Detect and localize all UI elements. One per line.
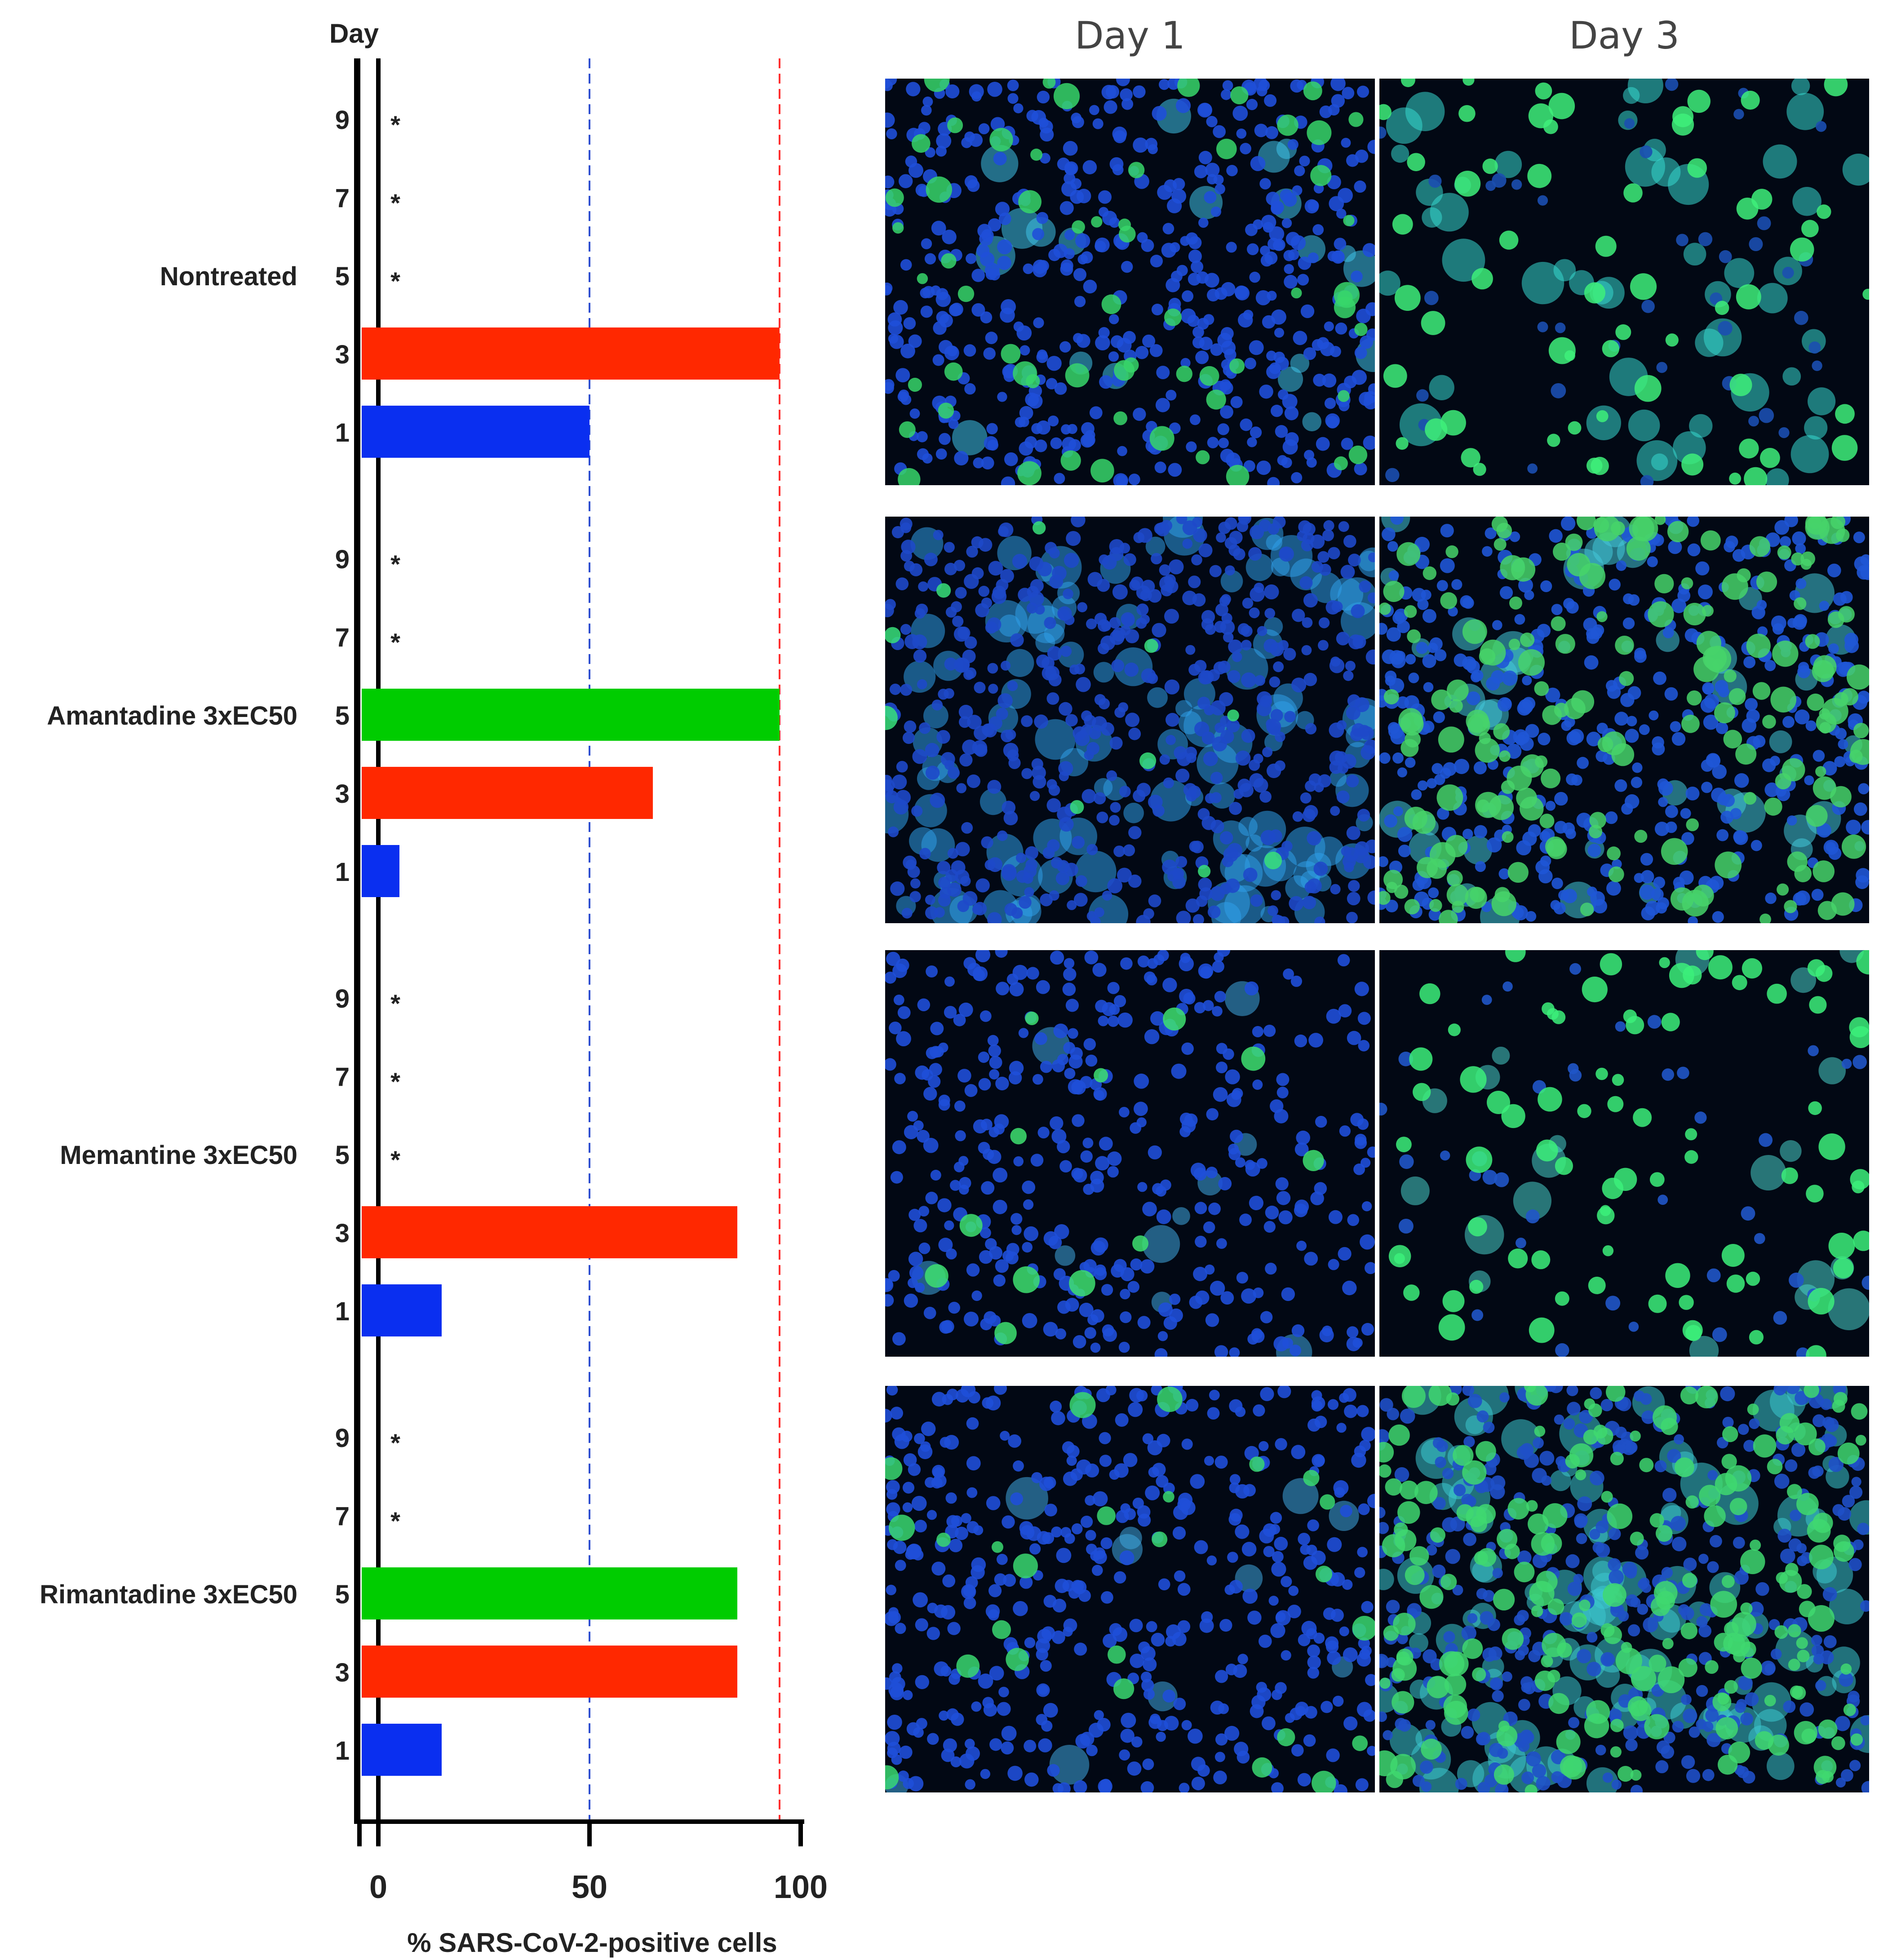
bar-rimantadine-day1: [362, 1724, 442, 1776]
column-title-day1: Day 1: [1074, 13, 1185, 58]
micrograph-rimantadine-day1: [885, 1386, 1375, 1792]
micrograph-amantadine-day1: [885, 517, 1375, 923]
day-tick-label: 5: [335, 1580, 350, 1609]
micrograph-texture: [1379, 79, 1869, 485]
x-tick-label: 100: [774, 1869, 828, 1905]
group-label: Amantadine 3xEC50: [47, 701, 297, 730]
day-tick-label: 7: [335, 184, 350, 213]
day-tick-label: 3: [335, 340, 350, 369]
micrograph-texture: [885, 79, 1375, 485]
x-tick-label: 50: [572, 1869, 607, 1905]
bar-nontreated-day3: [362, 327, 780, 380]
day-tick-label: 3: [335, 779, 350, 809]
bar-nontreated-day1: [362, 406, 589, 458]
day-tick-label: 1: [335, 418, 350, 447]
day-tick-label: 9: [335, 1424, 350, 1453]
significance-marker: *: [390, 1507, 400, 1535]
day-tick-label: 3: [335, 1658, 350, 1687]
x-axis-label: % SARS-CoV-2-positive cells: [407, 1928, 777, 1958]
micrograph-memantine-day1: [885, 950, 1375, 1357]
micrograph-texture: [1379, 950, 1869, 1357]
day-axis-label: Day: [329, 18, 379, 49]
day-tick-label: 5: [335, 701, 350, 730]
micrograph-texture: [885, 950, 1375, 1357]
x-tick-label: 0: [369, 1869, 387, 1905]
bar-rimantadine-day3: [362, 1646, 737, 1698]
group-label: Nontreated: [160, 262, 297, 291]
day-tick-label: 5: [335, 262, 350, 291]
micrograph-nontreated-day1: [885, 79, 1375, 485]
significance-marker: *: [390, 628, 400, 656]
group-label: Rimantadine 3xEC50: [40, 1580, 297, 1609]
bar-chart: 0 50 100 Day 9 * 7 * 5 * 3 1 Nontreated 9 * 7 * 5 3 1 Amanta…: [40, 18, 828, 1958]
significance-marker: *: [390, 1067, 400, 1096]
significance-marker: *: [390, 550, 400, 578]
day-tick-label: 7: [335, 1062, 350, 1092]
micrograph-nontreated-day3: [1379, 79, 1869, 485]
micrograph-memantine-day3: [1379, 950, 1869, 1357]
bar-amantadine-day1: [362, 845, 399, 897]
day-tick-label: 7: [335, 1502, 350, 1531]
column-title-day3: Day 3: [1569, 13, 1680, 58]
significance-marker: *: [390, 111, 400, 139]
micrograph-texture: [1379, 1386, 1869, 1792]
day-tick-label: 9: [335, 545, 350, 574]
micrograph-rimantadine-day3: [1379, 1386, 1869, 1792]
micrograph-texture: [885, 1386, 1375, 1792]
significance-marker: *: [390, 267, 400, 295]
day-tick-label: 1: [335, 1736, 350, 1765]
group-label: Memantine 3xEC50: [60, 1141, 297, 1170]
day-tick-label: 5: [335, 1141, 350, 1170]
significance-marker: *: [390, 1146, 400, 1174]
bar-amantadine-day5: [362, 689, 780, 741]
day-tick-label: 1: [335, 1297, 350, 1326]
day-tick-label: 1: [335, 858, 350, 887]
bar-amantadine-day3: [362, 767, 653, 819]
day-tick-label: 9: [335, 106, 350, 135]
significance-marker: *: [390, 989, 400, 1018]
bar-memantine-day3: [362, 1206, 737, 1258]
significance-marker: *: [390, 1429, 400, 1457]
micrograph-texture: [885, 517, 1375, 923]
significance-marker: *: [390, 189, 400, 217]
bar-memantine-day1: [362, 1284, 442, 1336]
day-tick-label: 3: [335, 1219, 350, 1248]
micrograph-amantadine-day3: [1379, 517, 1869, 923]
micrograph-texture: [1379, 517, 1869, 923]
day-tick-label: 9: [335, 984, 350, 1013]
bar-rimantadine-day5: [362, 1567, 737, 1619]
day-tick-label: 7: [335, 623, 350, 652]
